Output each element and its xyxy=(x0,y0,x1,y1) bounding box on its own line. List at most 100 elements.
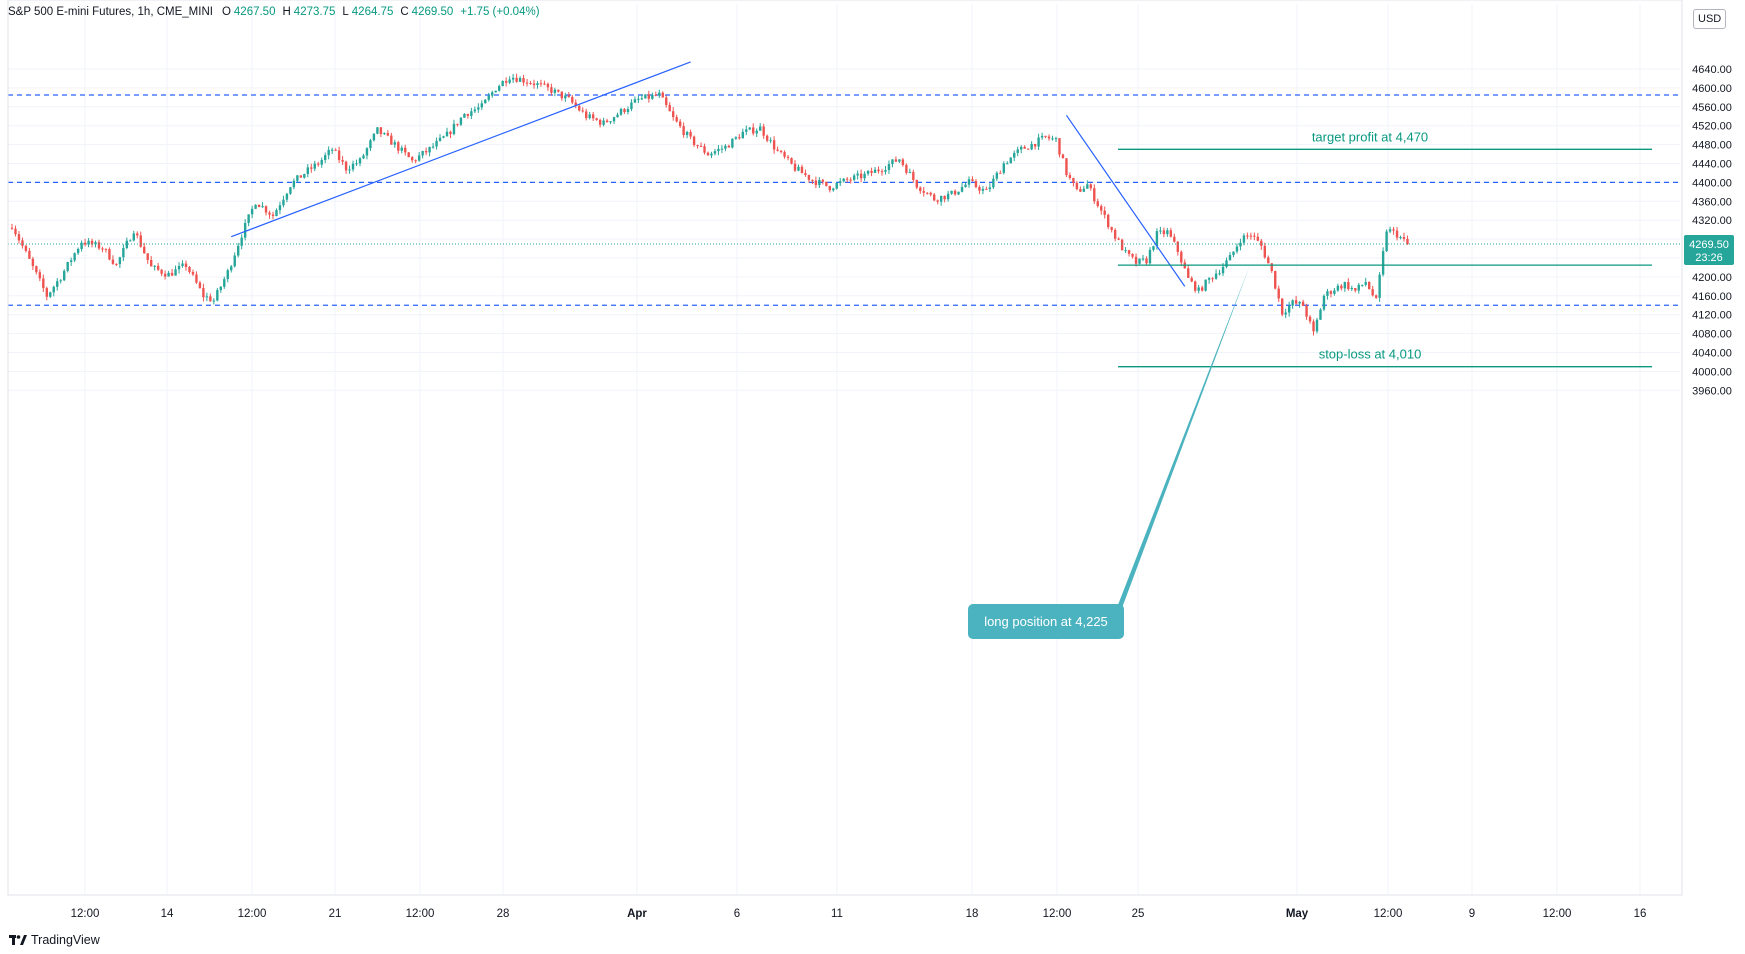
candle xyxy=(240,234,243,250)
candle-body xyxy=(1058,138,1061,155)
candle xyxy=(212,298,216,305)
candle-body xyxy=(216,290,219,301)
candle-body xyxy=(111,259,115,264)
candle xyxy=(578,103,581,112)
candle xyxy=(529,81,532,85)
candle xyxy=(1086,180,1089,189)
candle xyxy=(80,240,83,252)
candle-body xyxy=(884,170,887,172)
tradingview-logo[interactable]: TradingView xyxy=(9,933,100,947)
candle-body xyxy=(1225,260,1228,267)
candle-body xyxy=(442,136,445,138)
candle xyxy=(1103,206,1106,219)
candle xyxy=(522,74,525,86)
candle-body xyxy=(797,166,800,171)
candle xyxy=(327,146,330,160)
candle xyxy=(63,269,66,282)
candle xyxy=(28,247,31,260)
candle-body xyxy=(226,270,229,280)
candle-body xyxy=(936,200,939,202)
candle xyxy=(1256,233,1260,242)
candle xyxy=(1006,161,1009,165)
candle xyxy=(118,256,122,269)
candle-body xyxy=(1305,305,1308,317)
candle-body xyxy=(950,190,953,194)
candle-body xyxy=(383,133,386,135)
candle xyxy=(313,160,316,172)
candle xyxy=(1068,172,1072,180)
candle-body xyxy=(417,155,421,161)
candle-body xyxy=(783,152,786,157)
candle xyxy=(564,92,567,102)
candle xyxy=(665,95,668,108)
candle xyxy=(609,120,612,125)
candle xyxy=(153,265,156,271)
candle xyxy=(804,169,807,177)
candle xyxy=(1246,232,1249,240)
candle xyxy=(341,155,344,166)
candle xyxy=(1040,132,1044,140)
candle-body xyxy=(536,83,539,86)
candle-body xyxy=(365,148,369,156)
candle-body xyxy=(393,142,396,145)
candle-body xyxy=(268,212,271,215)
candle-body xyxy=(602,120,605,125)
x-tick-label: 18 xyxy=(966,908,979,920)
candle-body xyxy=(449,131,452,135)
candle-body xyxy=(741,131,744,139)
currency-button[interactable]: USD xyxy=(1693,9,1727,29)
price-tag-value: 4269.50 xyxy=(1689,239,1729,251)
candle xyxy=(1347,278,1350,291)
candle xyxy=(1406,235,1409,245)
candle-body xyxy=(1364,282,1367,285)
candle-body xyxy=(1347,282,1350,290)
candle-body xyxy=(891,159,894,165)
candle-body xyxy=(28,250,31,259)
candle xyxy=(139,231,142,248)
candle xyxy=(1138,258,1141,265)
candle xyxy=(504,77,508,87)
candle xyxy=(275,208,278,217)
candle xyxy=(324,152,327,164)
candle xyxy=(727,144,731,148)
candle xyxy=(525,78,529,87)
candle-body xyxy=(212,300,216,302)
candle-body xyxy=(846,178,849,180)
candle xyxy=(42,274,45,292)
candle xyxy=(661,91,664,98)
candle-body xyxy=(1298,301,1301,304)
candle-body xyxy=(804,173,807,175)
candle xyxy=(741,128,744,139)
candle-body xyxy=(748,127,751,130)
candle xyxy=(160,268,163,277)
candle xyxy=(995,171,999,182)
candle-body xyxy=(52,286,55,293)
candle xyxy=(703,143,706,155)
candle-body xyxy=(992,178,995,188)
candle-body xyxy=(1336,285,1340,291)
candle xyxy=(511,73,515,83)
candle-body xyxy=(863,173,866,179)
candle xyxy=(508,76,511,85)
candle-body xyxy=(56,281,59,287)
candle xyxy=(38,269,42,282)
candle xyxy=(905,163,908,175)
candle xyxy=(125,237,129,250)
candle xyxy=(97,239,101,250)
candle xyxy=(355,159,358,167)
candle-body xyxy=(282,199,285,206)
candle xyxy=(623,108,626,114)
candle xyxy=(870,167,873,177)
candle-body xyxy=(1089,184,1092,189)
candle xyxy=(1183,259,1186,269)
candle xyxy=(1204,279,1207,292)
candle xyxy=(473,106,477,113)
candle-body xyxy=(115,263,118,265)
candle-body xyxy=(379,127,383,135)
candle-body xyxy=(675,117,678,122)
candle xyxy=(177,262,181,274)
candle xyxy=(21,237,24,249)
candle xyxy=(456,123,459,127)
candle xyxy=(1322,294,1326,312)
